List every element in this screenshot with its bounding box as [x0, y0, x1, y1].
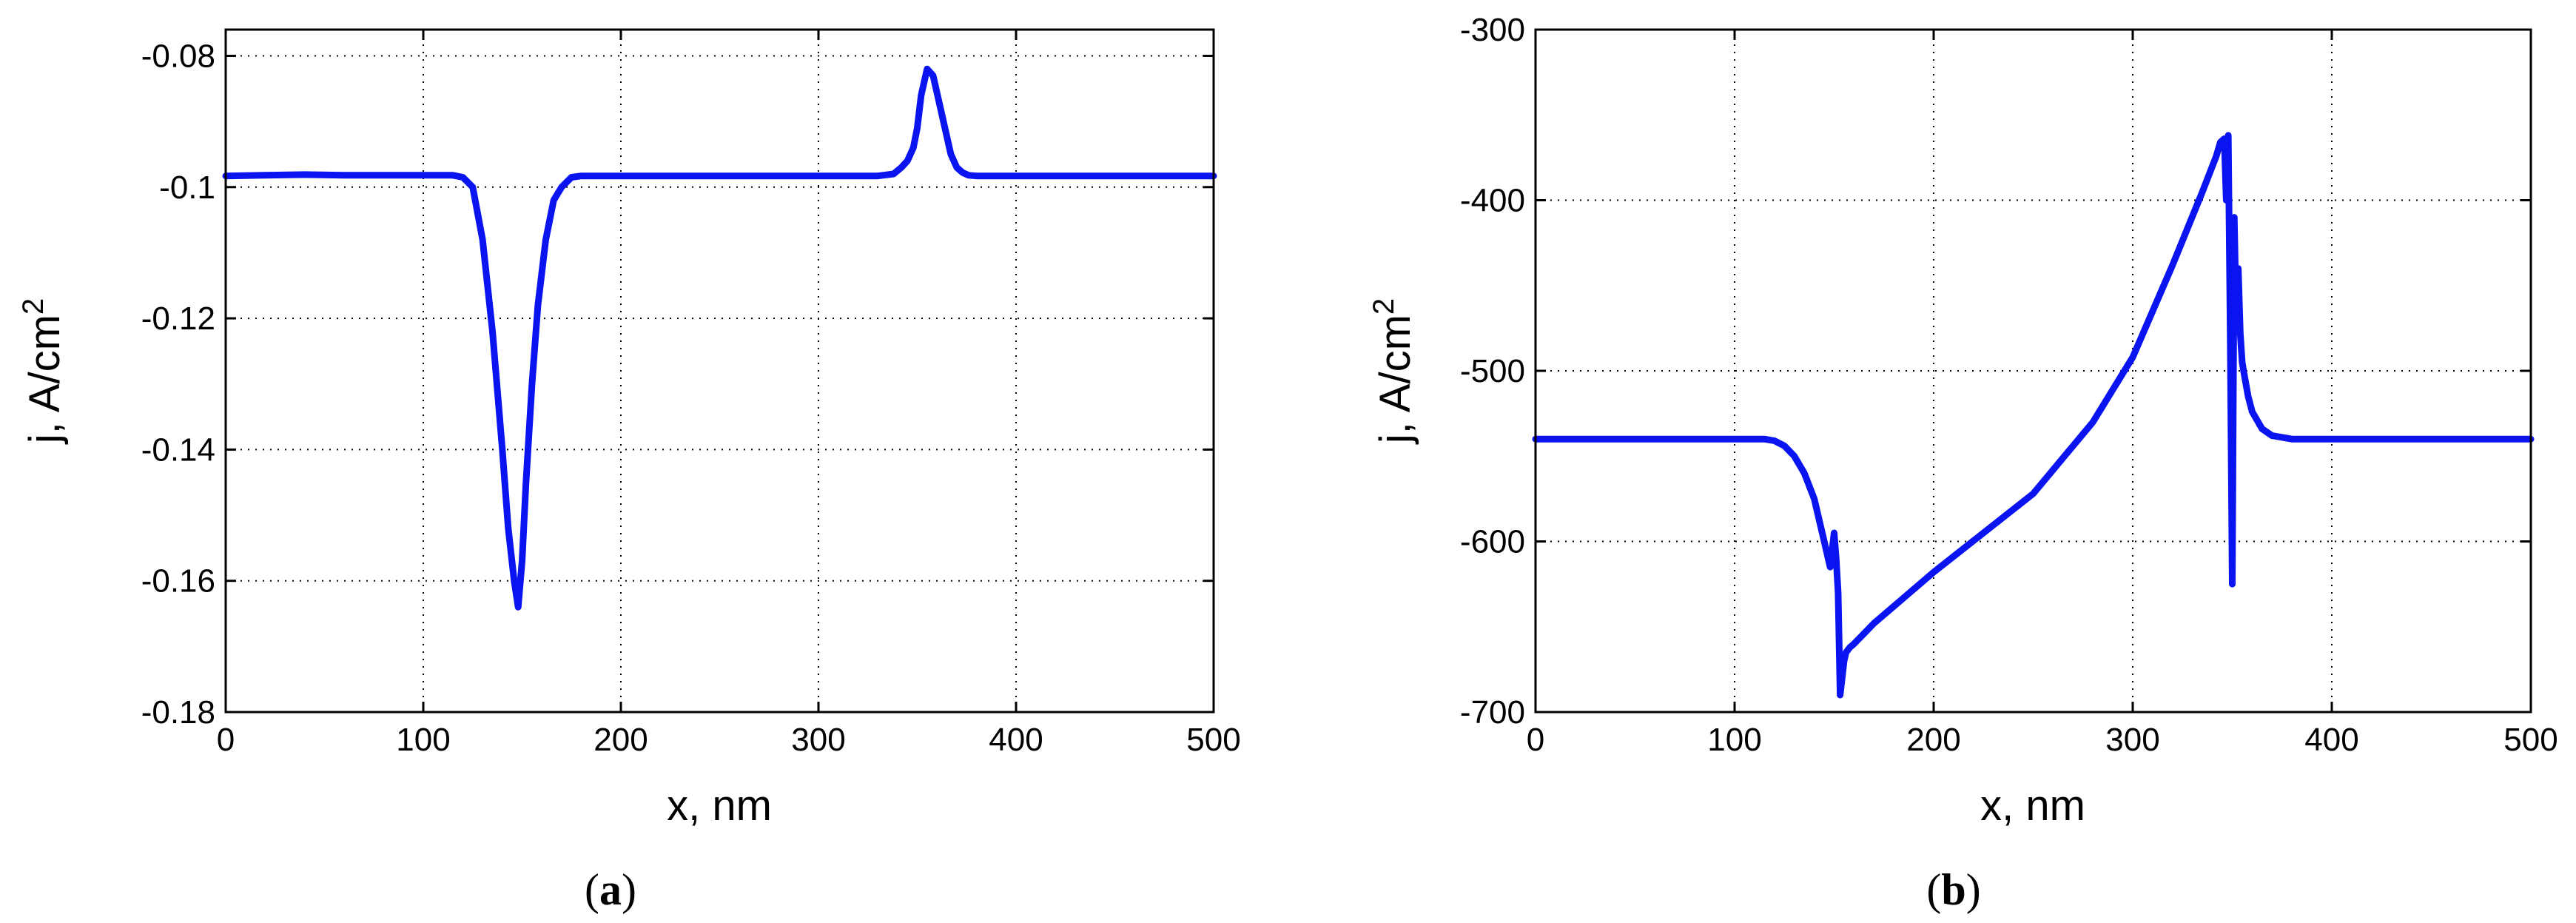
panel-label-b-open: (	[1926, 865, 1941, 914]
ticks-a	[224, 30, 1215, 714]
x-tick-labels-a: 0 100 200 300 400 500	[217, 722, 1241, 758]
y-axis-label-base-b: j, A/cm	[1371, 315, 1419, 445]
x-tick-label: 100	[396, 722, 450, 758]
y-axis-label-b: j, A/cm2	[1368, 298, 1419, 445]
panel-label-a: (a)	[585, 865, 636, 914]
x-tick-label: 500	[2503, 722, 2557, 758]
panel-label-b: (b)	[1926, 865, 1980, 914]
y-tick-label: -0.1	[159, 170, 215, 206]
x-tick-label: 300	[2105, 722, 2159, 758]
y-tick-label: -400	[1460, 183, 1525, 219]
x-tick-label: 200	[1906, 722, 1960, 758]
x-tick-label: 0	[1527, 722, 1544, 758]
panel-label-a-open: (	[585, 865, 599, 914]
y-tick-labels-a: -0.18 -0.16 -0.14 -0.12 -0.1 -0.08	[141, 38, 215, 731]
panel-label-b-letter: b	[1941, 865, 1965, 914]
panel-label-a-close: )	[622, 865, 636, 914]
y-tick-label: -300	[1460, 12, 1525, 48]
x-tick-label: 100	[1707, 722, 1761, 758]
y-tick-label: -600	[1460, 524, 1525, 560]
chart-panel-b: 0 100 200 300 400 500 -700 -600 -500 -400 -300 x,…	[1368, 12, 2558, 914]
chart-panel-a: 0 100 200 300 400 500 -0.18-0.16-0.14-0.12-0.…	[17, 28, 1241, 914]
x-tick-label: 300	[791, 722, 845, 758]
y-tick-labels-b: -700 -600 -500 -400 -300	[1460, 12, 1525, 731]
y-tick-label: -500	[1460, 353, 1525, 389]
plot-frame-a	[224, 28, 1215, 714]
x-tick-label: 400	[2304, 722, 2358, 758]
panel-label-a-letter: a	[599, 865, 622, 914]
plot-frame-b	[1534, 28, 2532, 714]
x-axis-label-b: x, nm	[1980, 782, 2085, 830]
y-tick-label: -700	[1460, 694, 1525, 731]
y-tick-label: -0.14	[141, 432, 215, 468]
y-axis-label-sup-b: 2	[1368, 298, 1400, 315]
y-axis-label-sup-a: 2	[17, 298, 50, 315]
y-axis-label-a: j, A/cm2	[17, 298, 69, 445]
y-tick-label: -0.18	[141, 694, 215, 731]
y-tick-label: -0.12	[141, 301, 215, 337]
x-tick-label: 200	[593, 722, 648, 758]
grid-b	[1536, 30, 2531, 712]
x-tick-labels-b: 0 100 200 300 400 500	[1527, 722, 2558, 758]
y-axis-label-base-a: j, A/cm	[21, 315, 69, 445]
x-tick-label: 400	[989, 722, 1043, 758]
series-line-b	[1532, 132, 2535, 699]
panel-label-b-close: )	[1966, 865, 1981, 914]
y-tick-label: -0.08	[141, 38, 215, 74]
series-line-a	[222, 65, 1217, 611]
y-tick-label: -0.16	[141, 563, 215, 600]
x-tick-label: 500	[1186, 722, 1240, 758]
x-axis-label-a: x, nm	[667, 782, 772, 830]
x-tick-label: 0	[217, 722, 235, 758]
grid-a	[226, 30, 1214, 712]
